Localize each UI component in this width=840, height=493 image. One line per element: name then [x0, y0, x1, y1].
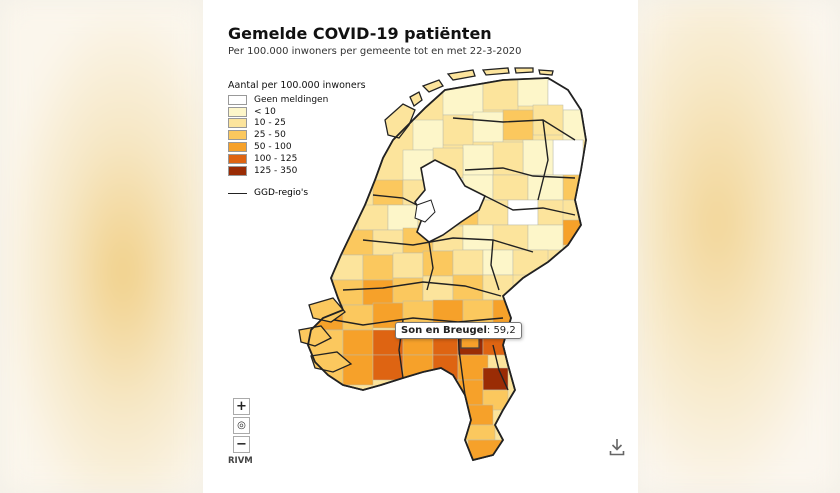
download-icon[interactable]: [609, 438, 625, 456]
legend-swatch-6: [228, 165, 247, 176]
background-blur-left: [0, 0, 205, 493]
netherlands-map[interactable]: [203, 0, 638, 493]
coastline: [307, 77, 587, 462]
source-credit: RIVM: [228, 456, 253, 466]
legend-swatch-4: [228, 142, 247, 153]
reset-view-button[interactable]: ◎: [233, 417, 250, 434]
tooltip-name: Son en Breugel: [401, 325, 487, 336]
legend-item: Geen meldingen: [228, 94, 366, 106]
map-subtitle: Per 100.000 inwoners per gemeente tot en…: [228, 46, 522, 57]
zoom-in-button[interactable]: +: [233, 398, 250, 415]
zoom-out-button[interactable]: −: [233, 436, 250, 453]
map-panel: Gemelde COVID-19 patiënten Per 100.000 i…: [203, 0, 638, 493]
legend-ggd-line: GGD-regio's: [228, 188, 308, 198]
legend-item: 100 - 125: [228, 153, 366, 165]
legend-item: 50 - 100: [228, 141, 366, 153]
legend-swatch-1: [228, 106, 247, 117]
legend-swatch-2: [228, 118, 247, 129]
line-icon: [228, 192, 247, 194]
legend-swatch-0: [228, 94, 247, 105]
tooltip-value: : 59,2: [486, 325, 516, 336]
map-title: Gemelde COVID-19 patiënten: [228, 24, 492, 43]
legend-title: Aantal per 100.000 inwoners: [228, 80, 366, 91]
legend-swatch-5: [228, 153, 247, 164]
legend: Aantal per 100.000 inwoners Geen melding…: [228, 80, 366, 177]
legend-item: 25 - 50: [228, 129, 366, 141]
legend-swatch-3: [228, 130, 247, 141]
markermeer: [414, 199, 436, 223]
background-blur-right: [635, 0, 840, 493]
legend-item: 10 - 25: [228, 118, 366, 130]
zoom-controls: + ◎ −: [233, 398, 250, 455]
map-tooltip: Son en Breugel: 59,2: [395, 322, 522, 339]
legend-item: < 10: [228, 106, 366, 118]
legend-item: 125 - 350: [228, 165, 366, 177]
wadden-islands: [409, 67, 554, 108]
